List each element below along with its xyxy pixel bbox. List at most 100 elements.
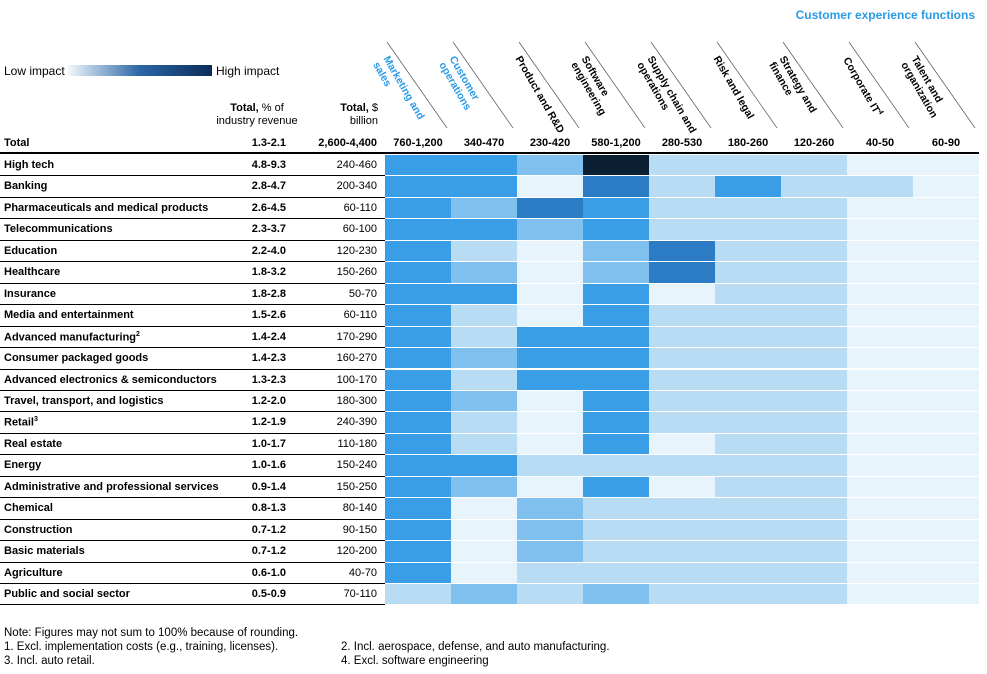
industry-pct: 1.8-3.2 xyxy=(251,266,286,279)
row-divider xyxy=(0,175,385,177)
heatmap-cell xyxy=(913,283,979,305)
heatmap-cell xyxy=(451,433,517,455)
heatmap-cell xyxy=(913,305,979,326)
industry-label: Travel, transport, and logistics xyxy=(4,394,164,407)
industry-label: Energy xyxy=(4,459,42,472)
heatmap-cell xyxy=(583,562,649,583)
heatmap-cell xyxy=(583,584,649,605)
heatmap-cell xyxy=(715,433,781,455)
heatmap-cell xyxy=(385,369,451,390)
heatmap-cell xyxy=(913,455,979,476)
heatmap-cell xyxy=(715,541,781,562)
heatmap-cell xyxy=(451,476,517,498)
row-divider xyxy=(0,583,385,584)
heatmap-cell xyxy=(847,433,913,455)
industry-label: Retail3 xyxy=(4,416,38,430)
industry-billion: 150-260 xyxy=(336,266,377,279)
row-divider xyxy=(0,411,385,413)
heatmap-cell xyxy=(913,498,979,519)
heatmap-cell xyxy=(847,283,913,305)
heatmap-cell xyxy=(781,262,847,283)
heatmap-cell xyxy=(385,498,451,519)
column-divider-line xyxy=(584,41,646,129)
heatmap-cell xyxy=(451,562,517,583)
total-row-label: Total xyxy=(4,137,30,149)
row-divider-right xyxy=(385,540,979,542)
row-divider xyxy=(0,239,385,241)
heatmap-cell xyxy=(913,155,979,176)
heatmap-cell xyxy=(913,348,979,369)
industry-pct: 1.3-2.3 xyxy=(251,373,286,386)
industry-pct: 1.2-2.0 xyxy=(251,394,286,407)
heatmap-cell xyxy=(385,455,451,476)
heatmap-cell xyxy=(781,176,847,197)
industry-billion: 40-70 xyxy=(348,566,377,579)
heatmap-cell xyxy=(517,326,583,348)
industry-label: Banking xyxy=(4,180,48,193)
column-divider-line xyxy=(650,41,712,129)
heatmap-cell xyxy=(781,369,847,390)
industry-pct: 0.8-1.3 xyxy=(251,502,286,515)
industry-pct: 2.2-4.0 xyxy=(251,244,286,257)
heatmap-cell xyxy=(385,433,451,455)
heatmap-cell xyxy=(715,390,781,412)
heatmap-cell xyxy=(649,262,715,283)
heatmap-cell xyxy=(385,155,451,176)
heatmap-cell xyxy=(649,412,715,433)
heatmap-cell xyxy=(451,412,517,433)
heatmap-cell xyxy=(649,519,715,541)
row-divider-right xyxy=(385,196,979,198)
heatmap-cell xyxy=(781,348,847,369)
heatmap-cell xyxy=(385,326,451,348)
industry-label: Administrative and professional services xyxy=(4,480,219,493)
row-divider-right xyxy=(385,347,979,349)
column-total-value: 230-420 xyxy=(529,137,571,149)
total-row-pct: 1.3-2.1 xyxy=(251,137,286,149)
heatmap-cell xyxy=(385,197,451,219)
row-divider-right xyxy=(385,368,979,370)
industry-label: Agriculture xyxy=(4,566,63,579)
industry-billion: 60-110 xyxy=(343,201,377,214)
industry-billion: 70-110 xyxy=(343,588,377,600)
note-3: 3. Incl. auto retail. xyxy=(4,655,95,667)
heatmap-cell xyxy=(913,369,979,390)
row-divider-right xyxy=(385,475,979,477)
row-divider xyxy=(0,561,385,563)
industry-label: Advanced manufacturing2 xyxy=(4,330,140,344)
header-bn-bold: Total, xyxy=(340,102,369,114)
heatmap-cell xyxy=(649,369,715,390)
industry-billion: 240-460 xyxy=(336,159,377,171)
heatmap-cell xyxy=(913,412,979,433)
heatmap-cell xyxy=(913,219,979,240)
heatmap-cell xyxy=(451,369,517,390)
row-divider xyxy=(0,454,385,456)
heatmap-cell xyxy=(517,240,583,262)
heatmap-cell xyxy=(385,240,451,262)
industry-pct: 2.3-3.7 xyxy=(251,223,286,236)
industry-pct: 4.8-9.3 xyxy=(251,159,286,171)
industry-pct: 1.4-2.3 xyxy=(251,352,286,365)
heatmap-cell xyxy=(781,283,847,305)
heatmap-cell xyxy=(517,476,583,498)
industry-billion: 60-100 xyxy=(342,223,377,236)
heatmap-cell xyxy=(781,197,847,219)
column-total-value: 120-260 xyxy=(793,137,835,149)
industry-label: Basic materials xyxy=(4,545,85,558)
industry-pct: 2.8-4.7 xyxy=(251,180,286,193)
row-divider xyxy=(0,196,385,198)
heatmap-cell xyxy=(583,519,649,541)
row-divider-right xyxy=(385,389,979,391)
row-divider xyxy=(0,540,385,542)
row-divider-right xyxy=(385,411,979,413)
heatmap-cell xyxy=(583,412,649,433)
column-divider-line xyxy=(518,41,580,129)
row-divider-right xyxy=(385,454,979,456)
header-bn-line2: billion xyxy=(349,115,378,127)
heatmap-cell xyxy=(715,348,781,369)
heatmap-cell xyxy=(583,197,649,219)
industry-label: Insurance xyxy=(4,287,56,300)
row-divider xyxy=(0,368,385,370)
industry-label: Media and entertainment xyxy=(4,309,134,322)
heatmap-cell xyxy=(847,326,913,348)
footnote-marker: 2 xyxy=(136,330,140,338)
